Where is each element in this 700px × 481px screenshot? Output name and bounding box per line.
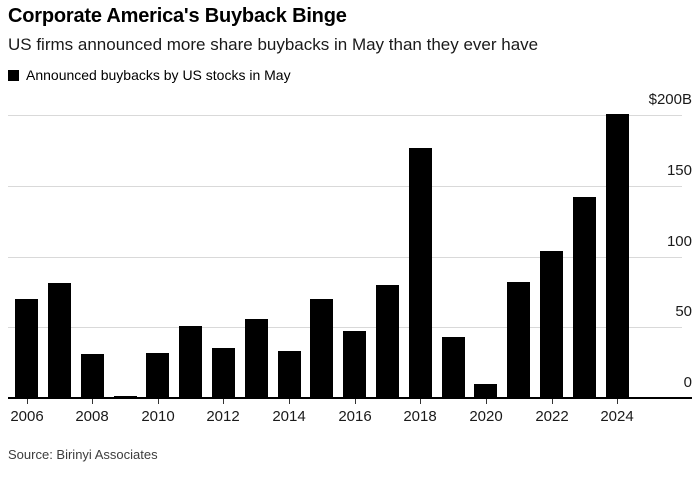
y-axis-tick-label: 100 [666, 233, 692, 250]
source-note: Source: Birinyi Associates [8, 447, 158, 462]
x-axis-tick [223, 399, 224, 404]
bar-2019 [442, 337, 465, 398]
y-axis-tick-label: 50 [675, 303, 692, 320]
legend: Announced buybacks by US stocks in May [8, 67, 291, 83]
x-axis-tick-label: 2008 [75, 408, 109, 425]
x-axis-tick [486, 399, 487, 404]
bar-2018 [409, 148, 432, 398]
gridline [8, 327, 682, 328]
gridline [8, 115, 682, 116]
x-axis-tick [27, 399, 28, 404]
bar-2008 [81, 354, 104, 398]
x-axis-tick [289, 399, 290, 404]
x-axis-tick-label: 2018 [403, 408, 437, 425]
bar-2020 [474, 384, 497, 398]
legend-label: Announced buybacks by US stocks in May [26, 67, 291, 83]
bar-2012 [212, 348, 235, 398]
y-axis-tick-label: $200B [648, 91, 692, 108]
x-axis-tick-label: 2010 [141, 408, 175, 425]
bar-2023 [573, 197, 596, 398]
x-axis-tick-label: 2006 [10, 408, 44, 425]
x-axis-tick-label: 2012 [206, 408, 240, 425]
bar-2016 [343, 331, 366, 398]
gridline [8, 186, 682, 187]
x-axis-tick [552, 399, 553, 404]
x-axis-baseline [8, 397, 692, 399]
bar-2021 [507, 282, 530, 398]
x-axis-tick-label: 2014 [272, 408, 306, 425]
bar-2024 [606, 114, 629, 398]
x-axis-tick [355, 399, 356, 404]
x-axis-tick [92, 399, 93, 404]
x-axis-tick [158, 399, 159, 404]
bar-2007 [48, 283, 71, 398]
bar-2006 [15, 299, 38, 398]
x-axis-tick-label: 2020 [469, 408, 503, 425]
gridline [8, 257, 682, 258]
x-axis-tick-label: 2016 [338, 408, 372, 425]
x-axis-tick-label: 2024 [600, 408, 634, 425]
y-axis-tick-label: 150 [666, 162, 692, 179]
x-axis-tick [420, 399, 421, 404]
bar-2009 [114, 396, 137, 398]
bar-2014 [278, 351, 301, 398]
x-axis-tick-label: 2022 [535, 408, 569, 425]
legend-swatch-icon [8, 69, 19, 81]
bar-2011 [179, 326, 202, 398]
bar-2010 [146, 353, 169, 398]
y-axis-tick-label: 0 [683, 374, 692, 391]
bar-2017 [376, 285, 399, 398]
x-axis-tick [617, 399, 618, 404]
page-subtitle: US firms announced more share buybacks i… [8, 35, 539, 54]
bar-2022 [540, 251, 563, 398]
bar-2015 [310, 299, 333, 398]
bar-2013 [245, 319, 268, 398]
page-title: Corporate America's Buyback Binge [8, 5, 347, 27]
